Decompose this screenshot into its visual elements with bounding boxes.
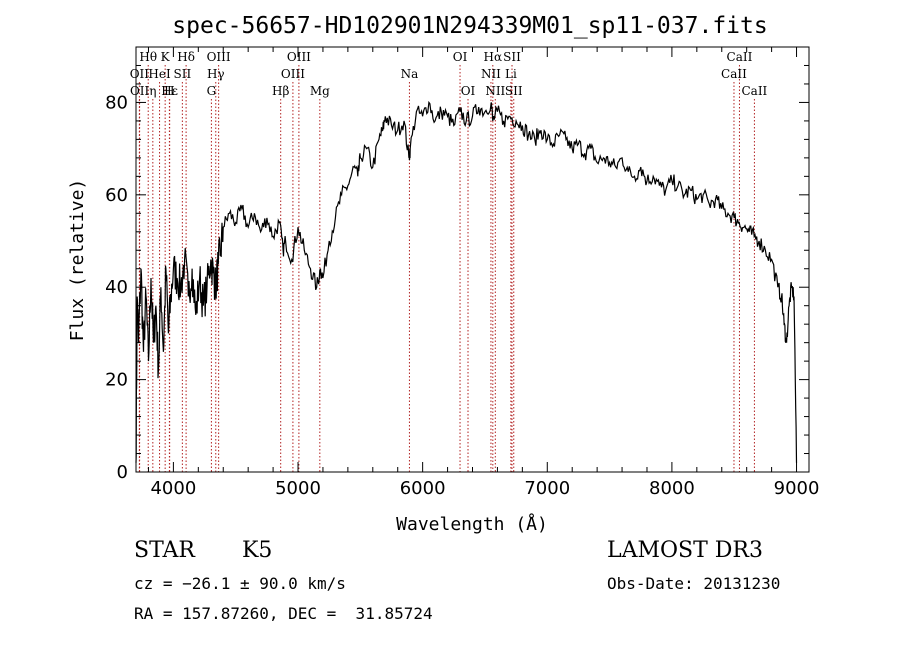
line-marker-label-8: SII bbox=[174, 67, 192, 81]
x-axis-label: Wavelength (Å) bbox=[396, 513, 548, 535]
line-marker-label-26: CaII bbox=[727, 50, 753, 64]
obs-date: Obs-Date: 20131230 bbox=[607, 574, 781, 593]
y-axis: 0 20 40 60 80 bbox=[105, 64, 809, 483]
chart-title: spec-56657-HD102901N294339M01_sp11-037.f… bbox=[172, 13, 767, 39]
line-marker-label-12: G bbox=[207, 84, 217, 98]
line-marker-label-28: CaII bbox=[741, 84, 767, 98]
line-marker-label-4: Hε bbox=[161, 84, 178, 98]
y-axis-label: Flux (relative) bbox=[67, 179, 88, 342]
x-tick-label: 5000 bbox=[275, 478, 321, 499]
line-marker-label-0: Hθ bbox=[139, 50, 157, 64]
line-marker-label-20: Hα bbox=[484, 50, 503, 64]
line-marker-label-27: CaII bbox=[721, 67, 747, 81]
object-class: STAR bbox=[134, 538, 195, 563]
x-tick-label: 9000 bbox=[774, 478, 820, 499]
x-tick-label: 7000 bbox=[524, 478, 570, 499]
line-marker-label-2: OII bbox=[130, 84, 150, 98]
spectrum-series-line bbox=[135, 100, 798, 463]
line-marker-label-10: OIII bbox=[207, 50, 231, 64]
x-tick-label: 6000 bbox=[400, 478, 446, 499]
line-marker-label-14: OIII bbox=[281, 67, 305, 81]
line-marker-label-17: Na bbox=[401, 67, 419, 81]
y-tick-label: 80 bbox=[105, 92, 128, 113]
line-marker-label-5: HeI bbox=[148, 67, 171, 81]
y-tick-label: 20 bbox=[105, 370, 128, 391]
line-marker-label-11: Hγ bbox=[207, 67, 225, 81]
line-marker-label-25: SII bbox=[505, 84, 523, 98]
line-marker-label-7: H bbox=[164, 84, 174, 98]
line-marker-label-1: OII bbox=[130, 67, 150, 81]
line-marker-label-18: OI bbox=[453, 50, 468, 64]
line-marker-label-16: Mg bbox=[310, 84, 330, 98]
line-marker-label-21: NII bbox=[481, 67, 501, 81]
x-axis: 4000 5000 6000 7000 8000 9000 bbox=[147, 47, 820, 499]
line-marker-label-22: NII bbox=[485, 84, 505, 98]
line-marker-label-15: OIII bbox=[287, 50, 311, 64]
coordinates-line: RA = 157.87260, DEC = 31.85724 bbox=[134, 604, 433, 623]
x-tick-label: 4000 bbox=[150, 478, 196, 499]
survey-name: LAMOST DR3 bbox=[607, 538, 763, 563]
y-tick-label: 60 bbox=[105, 185, 128, 206]
line-marker-label-24: Li bbox=[505, 67, 517, 81]
line-marker-label-19: OI bbox=[461, 84, 476, 98]
line-marker-label-23: SII bbox=[503, 50, 521, 64]
line-marker-label-3: K bbox=[161, 50, 171, 64]
object-subclass: K5 bbox=[242, 538, 273, 563]
y-tick-label: 0 bbox=[117, 462, 128, 483]
line-marker-label-6: η bbox=[149, 84, 156, 98]
redshift-line: cz = −26.1 ± 90.0 km/s bbox=[134, 574, 346, 593]
x-tick-label: 8000 bbox=[649, 478, 695, 499]
line-marker-label-9: Hδ bbox=[177, 50, 195, 64]
plot-frame bbox=[135, 46, 810, 473]
line-marker-label-13: Hβ bbox=[272, 84, 289, 98]
y-tick-label: 40 bbox=[105, 277, 128, 298]
